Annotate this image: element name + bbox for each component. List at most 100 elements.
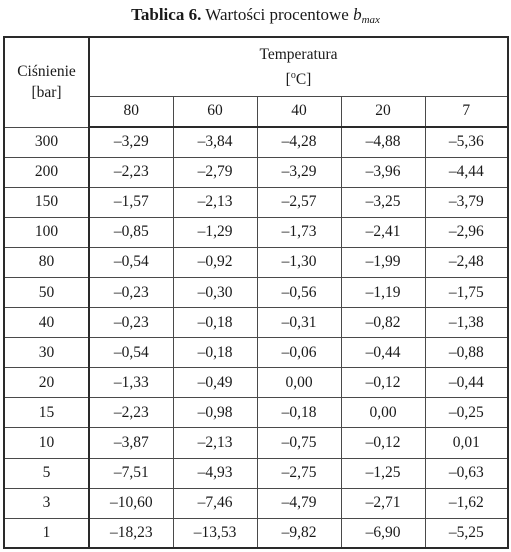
- table-row: 200 –2,23 –2,79 –3,29 –3,96 –4,44: [3, 156, 509, 188]
- temperature-column-header: 40: [256, 95, 342, 128]
- value-cell: –0,18: [172, 307, 258, 339]
- temperature-header-name: Temperatura: [259, 45, 338, 63]
- value-cell: –0,31: [256, 307, 342, 339]
- value-cell: –2,79: [172, 156, 258, 188]
- value-cell: –0,06: [256, 337, 342, 369]
- pressure-cell: 300: [3, 126, 90, 158]
- value-cell: –2,13: [172, 186, 258, 218]
- caption-text: Wartości procentowe: [201, 5, 354, 24]
- value-cell: –1,30: [256, 246, 342, 278]
- value-cell: –1,19: [340, 276, 426, 309]
- value-cell: –4,88: [340, 126, 426, 158]
- table-row: 3 –10,60 –7,46 –4,79 –2,71 –1,62: [3, 487, 509, 519]
- value-cell: –1,38: [424, 307, 509, 339]
- value-cell: –1,75: [424, 276, 509, 309]
- value-cell: –3,87: [88, 427, 174, 459]
- header-row: Ciśnienie [bar] Temperatura [oC]: [3, 36, 509, 128]
- pressure-cell: 80: [3, 246, 90, 278]
- pressure-cell: 20: [3, 367, 90, 399]
- value-cell: –2,23: [88, 397, 174, 429]
- value-cell: –3,79: [424, 186, 509, 218]
- temperature-column-header: 7: [424, 95, 509, 128]
- value-cell: –0,49: [172, 367, 258, 399]
- value-cell: –0,56: [256, 276, 342, 309]
- table-row: 50 –0,23 –0,30 –0,56 –1,19 –1,75: [3, 276, 509, 309]
- table-row: 300 –3,29 –3,84 –4,28 –4,88 –5,36: [3, 126, 509, 158]
- value-cell: –2,48: [424, 246, 509, 278]
- table-body: 300 –3,29 –3,84 –4,28 –4,88 –5,36 200 –2,23 –2,7…: [3, 126, 509, 549]
- value-cell: –13,53: [172, 517, 258, 549]
- table-row: 15 –2,23 –0,98 –0,18 0,00 –0,25: [3, 397, 509, 429]
- value-cell: –0,23: [88, 307, 174, 339]
- value-cell: 0,01: [424, 427, 509, 459]
- value-cell: –0,18: [172, 337, 258, 369]
- temperature-column-header: 80: [88, 95, 174, 128]
- table-row: 40 –0,23 –0,18 –0,31 –0,82 –1,38: [3, 307, 509, 339]
- value-cell: –7,51: [88, 457, 174, 489]
- value-cell: –3,25: [340, 186, 426, 218]
- value-cell: –0,82: [340, 307, 426, 339]
- pressure-cell: 30: [3, 337, 90, 369]
- table-row: 10 –3,87 –2,13 –0,75 –0,12 0,01: [3, 427, 509, 459]
- caption-subscript: max: [361, 14, 380, 26]
- table-row: 80 –0,54 –0,92 –1,30 –1,99 –2,48: [3, 246, 509, 278]
- value-cell: –0,44: [424, 367, 509, 399]
- pressure-cell: 40: [3, 307, 90, 339]
- value-cell: –0,75: [256, 427, 342, 459]
- value-cell: 0,00: [340, 397, 426, 429]
- value-cell: –0,25: [424, 397, 509, 429]
- value-cell: –4,93: [172, 457, 258, 489]
- value-cell: –0,54: [88, 337, 174, 369]
- temperature-column-header: 60: [172, 95, 258, 128]
- temperature-bracket-open: [: [285, 70, 291, 88]
- value-cell: –5,25: [424, 517, 509, 549]
- value-cell: –1,73: [256, 216, 342, 248]
- value-cell: –18,23: [88, 517, 174, 549]
- value-cell: –6,90: [340, 517, 426, 549]
- table-row: 100 –0,85 –1,29 –1,73 –2,41 –2,96: [3, 216, 509, 248]
- value-cell: –0,12: [340, 367, 426, 399]
- value-cell: –2,71: [340, 487, 426, 519]
- value-cell: –0,98: [172, 397, 258, 429]
- value-cell: –0,18: [256, 397, 342, 429]
- value-cell: –0,30: [172, 276, 258, 309]
- pressure-cell: 3: [3, 487, 90, 519]
- value-cell: –0,63: [424, 457, 509, 489]
- value-cell: –10,60: [88, 487, 174, 519]
- table-row: 20 –1,33 –0,49 0,00 –0,12 –0,44: [3, 367, 509, 399]
- value-cell: –0,54: [88, 246, 174, 278]
- value-cell: –2,23: [88, 156, 174, 188]
- value-cell: –2,41: [340, 216, 426, 248]
- temperature-header: Temperatura [oC]: [88, 36, 509, 97]
- value-cell: –4,44: [424, 156, 509, 188]
- value-cell: –5,36: [424, 126, 509, 158]
- value-cell: –0,12: [340, 427, 426, 459]
- value-cell: –1,62: [424, 487, 509, 519]
- value-cell: –4,28: [256, 126, 342, 158]
- table-row: 1 –18,23 –13,53 –9,82 –6,90 –5,25: [3, 517, 509, 549]
- pressure-header-name: Ciśnienie: [17, 63, 76, 81]
- value-cell: –3,29: [256, 156, 342, 188]
- value-cell: –0,92: [172, 246, 258, 278]
- temperature-unit-rest: C]: [295, 70, 312, 88]
- value-cell: 0,00: [256, 367, 342, 399]
- value-cell: –1,57: [88, 186, 174, 218]
- value-cell: –3,84: [172, 126, 258, 158]
- value-cell: –1,99: [340, 246, 426, 278]
- caption-symbol: b: [353, 5, 362, 24]
- pressure-cell: 5: [3, 457, 90, 489]
- table-caption: Tablica 6. Wartości procentowe bmax: [0, 5, 511, 30]
- table-row: 30 –0,54 –0,18 –0,06 –0,44 –0,88: [3, 337, 509, 369]
- pressure-cell: 100: [3, 216, 90, 248]
- data-table: Ciśnienie [bar] Temperatura [oC] 80 60 40 2…: [3, 36, 510, 550]
- degree-symbol: o: [290, 69, 296, 81]
- table-row: 5 –7,51 –4,93 –2,75 –1,25 –0,63: [3, 457, 509, 489]
- table-row: 150 –1,57 –2,13 –2,57 –3,25 –3,79: [3, 186, 509, 218]
- value-cell: –0,85: [88, 216, 174, 248]
- value-cell: –0,23: [88, 276, 174, 309]
- value-cell: –2,13: [172, 427, 258, 459]
- table-header: Ciśnienie [bar] Temperatura [oC] 80 60 40 2…: [3, 36, 509, 128]
- pressure-cell: 200: [3, 156, 90, 188]
- value-cell: –2,57: [256, 186, 342, 218]
- pressure-cell: 1: [3, 517, 90, 549]
